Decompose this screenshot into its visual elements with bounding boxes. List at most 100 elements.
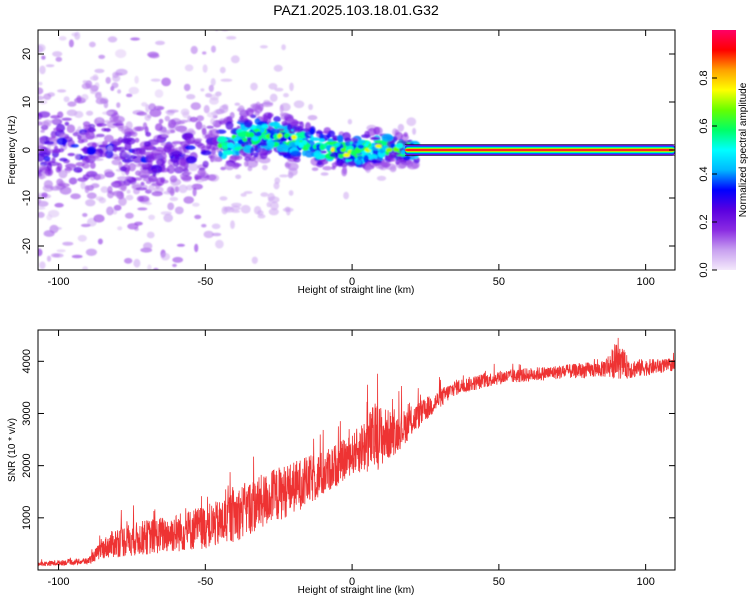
spectrogram-cell [365, 141, 370, 145]
spectrogram-cell [234, 102, 241, 106]
spectrogram-cell [38, 87, 44, 95]
spectrogram-cell [61, 117, 72, 121]
spectrogram-cell [112, 4, 120, 9]
spectrogram-cell [201, 128, 207, 136]
spectrogram-cell [38, 170, 42, 174]
spectrogram-cell [270, 128, 281, 134]
spectrogram-cell [155, 147, 165, 152]
spectrogram-cell [230, 220, 235, 230]
spectrogram-cell [115, 147, 122, 150]
spectrogram-cell [305, 122, 311, 131]
spectrogram-cell [134, 75, 139, 84]
colorbar-tick-label: 0.2 [698, 214, 710, 229]
spectrogram-cell [169, 196, 179, 202]
spectrogram-cell [231, 210, 241, 213]
spectrogram-cell [126, 131, 136, 136]
spectrogram-cell [347, 118, 353, 125]
x-tick-label: 100 [636, 276, 654, 288]
spectrogram-cell [59, 186, 72, 195]
spectrogram-cell [53, 127, 62, 132]
spectrogram-cell [117, 89, 122, 94]
spectrogram-cell [38, 153, 45, 162]
spectrogram-cell [281, 145, 291, 149]
spectrogram-cell [231, 202, 242, 208]
spectrogram-cell [184, 145, 196, 150]
colorbar-tick-label: 0.6 [698, 118, 710, 133]
spectrogram-cell [85, 199, 96, 207]
spectrogram-ridge-cell [301, 139, 308, 145]
spectrogram-cell [88, 285, 100, 290]
spectrogram-cell [225, 121, 234, 130]
spectrogram-cell [118, 197, 127, 206]
spectrogram-ridge-cell [343, 153, 351, 158]
spectrogram-cell [155, 177, 165, 187]
spectrogram-cell [81, 82, 92, 90]
spectrogram-cell [73, 166, 83, 173]
spectrogram-cell [98, 54, 106, 60]
spectrogram-cell [86, 110, 94, 116]
spectrogram-cell [194, 142, 204, 147]
spectrogram-cell [279, 104, 284, 114]
spectrogram-cell [398, 161, 407, 169]
spectrogram-cell [39, 261, 46, 270]
spectrogram-ridge-cell [227, 142, 235, 149]
spectrogram-cell [355, 159, 363, 165]
spectrogram-cell [43, 156, 51, 162]
spectrogram-cell [269, 93, 278, 103]
spectrogram-cell [56, 137, 68, 146]
spectrogram-cell [106, 206, 114, 216]
spectrogram-cell [185, 156, 197, 164]
spectrogram-cell [128, 86, 140, 95]
spectrogram-cell [412, 127, 417, 135]
spectrogram-cell [219, 66, 226, 74]
spectrogram-cell [314, 150, 322, 158]
spectrogram-cell [219, 120, 225, 125]
spectrogram-cell [79, 132, 91, 141]
spectrogram-cell [64, 121, 70, 126]
spectrogram-cell [134, 126, 145, 132]
spectrogram-cell [74, 153, 80, 161]
spectrogram-cell [380, 161, 391, 168]
spectrogram-cell [279, 174, 289, 178]
spectrogram-cell [262, 101, 274, 106]
chart-title: PAZ1.2025.103.18.01.G32 [273, 2, 439, 18]
spectrogram-cell [161, 134, 168, 138]
spectrogram-cell [273, 116, 281, 123]
spectrogram-cell [226, 36, 237, 40]
y-tick-label: -10 [21, 190, 33, 206]
colorbar-tick-label: 0.4 [698, 166, 710, 181]
spectrogram-cell [116, 102, 121, 108]
spectrogram-cell [364, 130, 370, 139]
spectrogram-cell [372, 149, 379, 156]
spectrogram-cell [97, 238, 103, 245]
spectrogram-cell [290, 150, 302, 157]
spectrogram-cell [259, 45, 268, 49]
spectrogram-cell [152, 267, 160, 270]
spectrogram-cell [148, 214, 156, 220]
spectrogram-cell [262, 164, 268, 171]
spectrogram-cell [38, 211, 45, 218]
spectrogram-cell [206, 174, 217, 181]
spectrogram-cell [143, 242, 153, 250]
spectrogram-cell [156, 158, 166, 166]
y-tick-label: 3000 [21, 401, 33, 425]
spectrogram-cell [91, 309, 103, 314]
spectrogram-cell [43, 93, 52, 100]
spectrogram-cell [288, 190, 294, 196]
spectrogram-cell [101, 295, 108, 299]
spectrogram-cell [209, 94, 219, 101]
spectrogram-cell [115, 49, 127, 59]
spectrogram-cell [344, 137, 351, 144]
x-tick-label: 50 [493, 276, 505, 288]
spectrogram-cell [148, 184, 155, 192]
spectrogram-cell [185, 150, 191, 154]
spectrogram-cell [364, 164, 372, 173]
spectrogram-cell [394, 131, 404, 140]
spectrogram-cell [126, 93, 133, 98]
spectrogram-cell [180, 158, 186, 167]
spectrogram-cell [342, 165, 347, 175]
spectrogram-cell [146, 231, 155, 239]
spectrogram-ridge-cell [242, 137, 247, 142]
spectrogram-cell [176, 243, 185, 247]
